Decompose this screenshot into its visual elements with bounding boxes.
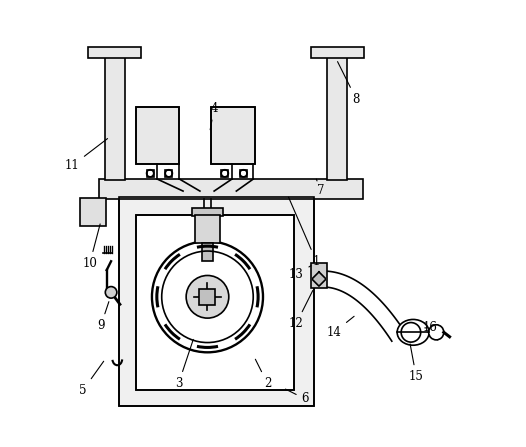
- Text: 7: 7: [316, 179, 325, 197]
- Bar: [202, 243, 213, 261]
- Text: 12: 12: [289, 291, 313, 330]
- Text: 14: 14: [327, 316, 354, 339]
- Bar: [136, 107, 179, 164]
- Text: 11: 11: [65, 139, 107, 172]
- Bar: [105, 56, 125, 181]
- Bar: [99, 179, 363, 199]
- Polygon shape: [312, 272, 326, 286]
- Text: 1: 1: [289, 197, 320, 268]
- Bar: [136, 215, 294, 390]
- Text: 10: 10: [82, 224, 100, 270]
- Text: 9: 9: [97, 302, 109, 332]
- Bar: [221, 170, 228, 177]
- Text: 8: 8: [338, 62, 360, 105]
- Text: 6: 6: [286, 389, 309, 405]
- Text: 2: 2: [255, 359, 271, 390]
- Text: 15: 15: [409, 344, 424, 383]
- Bar: [211, 107, 255, 164]
- Circle shape: [429, 325, 444, 340]
- Text: 5: 5: [79, 361, 104, 396]
- Circle shape: [152, 241, 263, 352]
- Ellipse shape: [397, 320, 429, 345]
- Bar: [119, 197, 314, 405]
- Bar: [87, 46, 141, 58]
- Bar: [136, 107, 179, 164]
- Bar: [310, 263, 327, 288]
- Bar: [195, 215, 220, 244]
- Bar: [192, 208, 223, 216]
- Bar: [80, 198, 106, 226]
- Bar: [136, 215, 294, 390]
- Bar: [165, 170, 173, 177]
- Text: 4: 4: [210, 101, 218, 130]
- Bar: [211, 107, 255, 164]
- Bar: [240, 170, 247, 177]
- Circle shape: [105, 287, 117, 298]
- Bar: [199, 289, 216, 305]
- Text: 16: 16: [422, 321, 437, 334]
- Bar: [327, 56, 347, 181]
- Bar: [119, 197, 314, 405]
- Circle shape: [186, 275, 229, 318]
- Text: 3: 3: [175, 339, 193, 390]
- Bar: [311, 46, 365, 58]
- Text: 13: 13: [289, 266, 311, 281]
- Bar: [147, 170, 154, 177]
